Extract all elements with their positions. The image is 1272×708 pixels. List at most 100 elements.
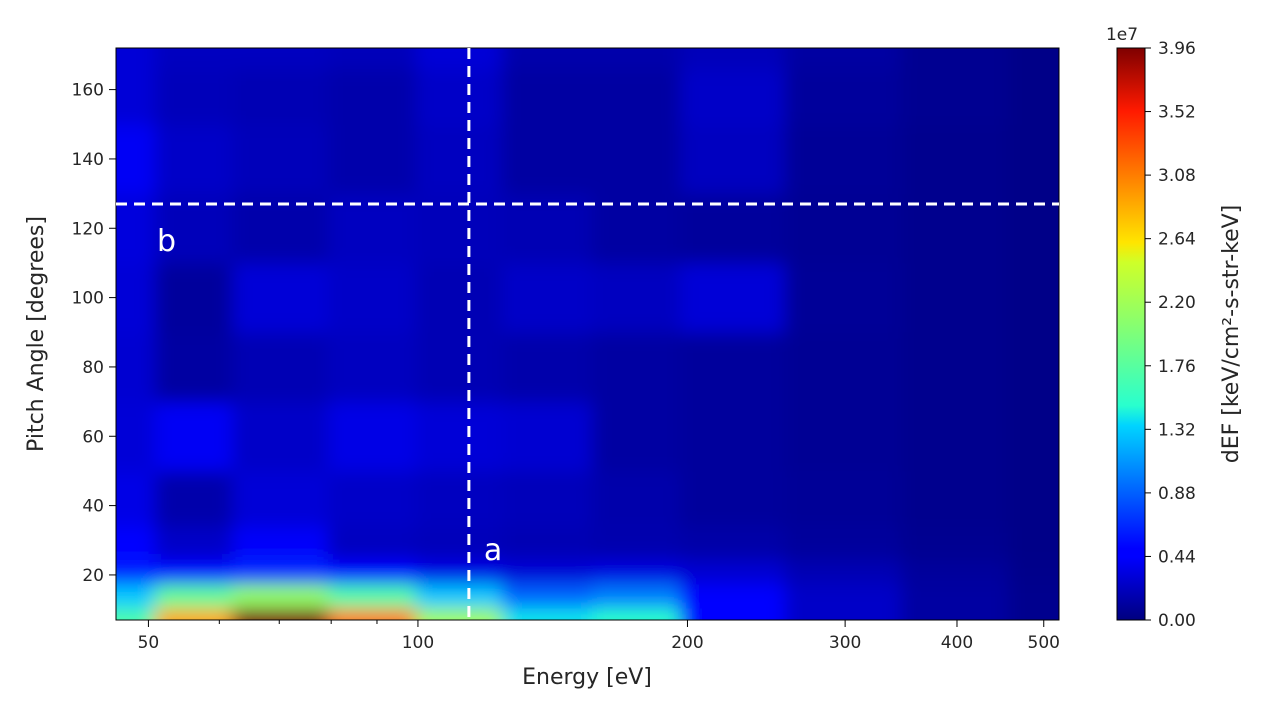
heatmap-cell xyxy=(680,124,786,195)
x-tick-label: 100 xyxy=(402,633,434,653)
heatmap-cell xyxy=(592,48,681,70)
heatmap-cell xyxy=(154,607,233,620)
heatmap-cell xyxy=(1008,583,1059,609)
heatmap-cell xyxy=(416,559,503,585)
y-tick-label: 120 xyxy=(72,219,104,239)
heatmap-cell xyxy=(232,68,329,125)
colorbar-tick-label: 3.96 xyxy=(1158,39,1196,59)
heatmap-cell xyxy=(501,559,593,585)
heatmap-cell xyxy=(328,332,417,403)
heatmap-cell xyxy=(116,470,156,527)
y-tick-label: 160 xyxy=(72,81,104,101)
heatmap-cell xyxy=(784,401,902,472)
heatmap-cell xyxy=(680,262,786,333)
colorbar-tick-label: 3.52 xyxy=(1158,103,1196,123)
x-axis-label: Energy [eV] xyxy=(522,665,652,690)
colorbar-tick-label: 3.08 xyxy=(1158,166,1196,186)
heatmap-cell xyxy=(784,332,902,403)
heatmap-cell xyxy=(784,583,902,609)
heatmap-cell xyxy=(901,401,1009,472)
heatmap-cell xyxy=(901,583,1009,609)
heatmap-cell xyxy=(328,68,417,125)
heatmap-cell xyxy=(680,470,786,527)
colorbar-tick-label: 0.88 xyxy=(1158,484,1196,504)
heatmap-cell xyxy=(328,559,417,585)
colorbar-tick-label: 2.20 xyxy=(1158,293,1196,313)
heatmap-cell xyxy=(680,526,786,560)
heatmap-cell xyxy=(501,583,593,609)
heatmap-cell xyxy=(784,124,902,195)
heatmap-cell xyxy=(501,332,593,403)
x-tick-label: 500 xyxy=(1028,633,1060,653)
annotation-a: a xyxy=(484,533,502,568)
y-tick-label: 40 xyxy=(82,497,104,517)
heatmap-cell xyxy=(116,607,156,620)
heatmap-cell xyxy=(154,526,233,560)
heatmap-cell xyxy=(154,559,233,585)
y-tick-label: 100 xyxy=(72,289,104,309)
colorbar-tick-label: 0.44 xyxy=(1158,547,1196,567)
heatmap-cell xyxy=(501,48,593,70)
heatmap-cell xyxy=(232,332,329,403)
heatmap xyxy=(116,48,1059,620)
heatmap-cell xyxy=(1008,332,1059,403)
heatmap-cell xyxy=(232,470,329,527)
y-axis: 20 40 60 80 100 120 140 160 xyxy=(72,81,116,586)
colorbar-tick-label: 0.00 xyxy=(1158,611,1196,631)
heatmap-cell xyxy=(328,48,417,70)
x-tick-label: 200 xyxy=(671,633,703,653)
heatmap-cell xyxy=(901,470,1009,527)
colorbar-tick-label: 1.32 xyxy=(1158,420,1196,440)
heatmap-cell xyxy=(232,559,329,585)
heatmap-cell xyxy=(592,401,681,472)
heatmap-cell xyxy=(154,401,233,472)
heatmap-cell xyxy=(592,559,681,585)
heatmap-cell xyxy=(416,124,503,195)
heatmap-cell xyxy=(116,526,156,560)
heatmap-cell xyxy=(116,583,156,609)
heatmap-cell xyxy=(784,262,902,333)
heatmap-cell xyxy=(154,68,233,125)
y-tick-label: 20 xyxy=(82,566,104,586)
heatmap-cell xyxy=(328,124,417,195)
heatmap-cell xyxy=(784,526,902,560)
x-tick-label: 50 xyxy=(138,633,160,653)
heatmap-cell xyxy=(328,262,417,333)
heatmap-cell xyxy=(328,607,417,620)
heatmap-cell xyxy=(232,262,329,333)
heatmap-cell xyxy=(116,262,156,333)
heatmap-cell xyxy=(680,48,786,70)
heatmap-cell xyxy=(1008,526,1059,560)
heatmap-cell xyxy=(680,68,786,125)
colorbar-tick-label: 1.76 xyxy=(1158,357,1196,377)
heatmap-cell xyxy=(416,583,503,609)
heatmap-cell xyxy=(680,607,786,620)
heatmap-cell xyxy=(901,124,1009,195)
heatmap-cell xyxy=(901,526,1009,560)
heatmap-cell xyxy=(901,332,1009,403)
heatmap-cell xyxy=(1008,124,1059,195)
heatmap-cell xyxy=(116,48,156,70)
heatmap-cell xyxy=(501,262,593,333)
heatmap-cell xyxy=(501,526,593,560)
heatmap-cell xyxy=(592,332,681,403)
heatmap-cell xyxy=(901,559,1009,585)
heatmap-cell xyxy=(901,262,1009,333)
heatmap-cell xyxy=(116,332,156,403)
heatmap-cell xyxy=(416,526,503,560)
heatmap-cell xyxy=(232,48,329,70)
heatmap-cell xyxy=(232,526,329,560)
heatmap-cell xyxy=(680,401,786,472)
heatmap-cell xyxy=(1008,48,1059,70)
heatmap-cell xyxy=(154,332,233,403)
heatmap-cell xyxy=(328,470,417,527)
heatmap-cell xyxy=(1008,559,1059,585)
heatmap-cell xyxy=(154,48,233,70)
heatmap-cell xyxy=(592,470,681,527)
y-tick-label: 80 xyxy=(82,358,104,378)
heatmap-cell xyxy=(416,470,503,527)
heatmap-cell xyxy=(680,583,786,609)
heatmap-cell xyxy=(680,332,786,403)
y-axis-label: Pitch Angle [degrees] xyxy=(24,216,49,452)
